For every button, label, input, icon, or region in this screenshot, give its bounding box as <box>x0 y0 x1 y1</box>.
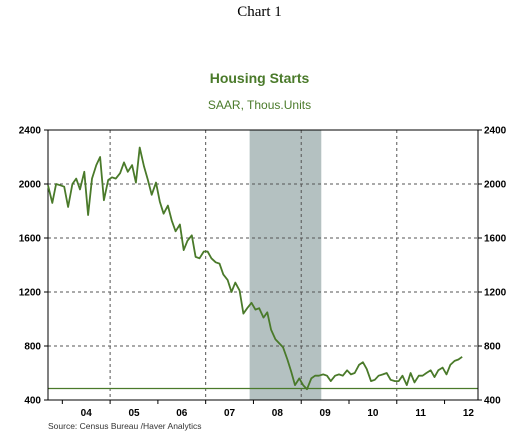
x-tick-label: 08 <box>272 408 284 419</box>
x-tick-label: 06 <box>176 408 188 419</box>
y-tick-label-right: 1600 <box>484 234 507 245</box>
x-tick-label: 04 <box>81 408 93 419</box>
y-tick-label: 400 <box>24 396 41 407</box>
y-tick-label: 2400 <box>19 126 42 137</box>
y-tick-label-right: 1200 <box>484 288 507 299</box>
y-tick-label: 1600 <box>19 234 42 245</box>
y-tick-label: 1200 <box>19 288 42 299</box>
chart-subtitle: SAAR, Thous.Units <box>207 98 312 112</box>
y-tick-label-right: 2400 <box>484 126 507 137</box>
x-tick-label: 10 <box>367 408 379 419</box>
y-tick-label-right: 400 <box>484 396 501 407</box>
y-tick-label-right: 2000 <box>484 180 507 191</box>
x-tick-label: 05 <box>128 408 140 419</box>
recession-band <box>249 130 322 400</box>
source-note: Source: Census Bureau /Haver Analytics <box>48 421 202 431</box>
chart-title: Housing Starts <box>209 70 310 86</box>
page-label: Chart 1 <box>237 4 282 20</box>
x-tick-label: 09 <box>320 408 332 419</box>
y-tick-label: 2000 <box>19 180 42 191</box>
y-tick-label-right: 800 <box>484 342 501 353</box>
y-tick-label: 800 <box>24 342 41 353</box>
series-line-housing-starts <box>47 146 463 391</box>
x-tick-label: 07 <box>224 408 236 419</box>
x-tick-label: 12 <box>463 408 475 419</box>
plot-frame <box>47 129 479 401</box>
x-tick-label: 11 <box>415 408 426 419</box>
